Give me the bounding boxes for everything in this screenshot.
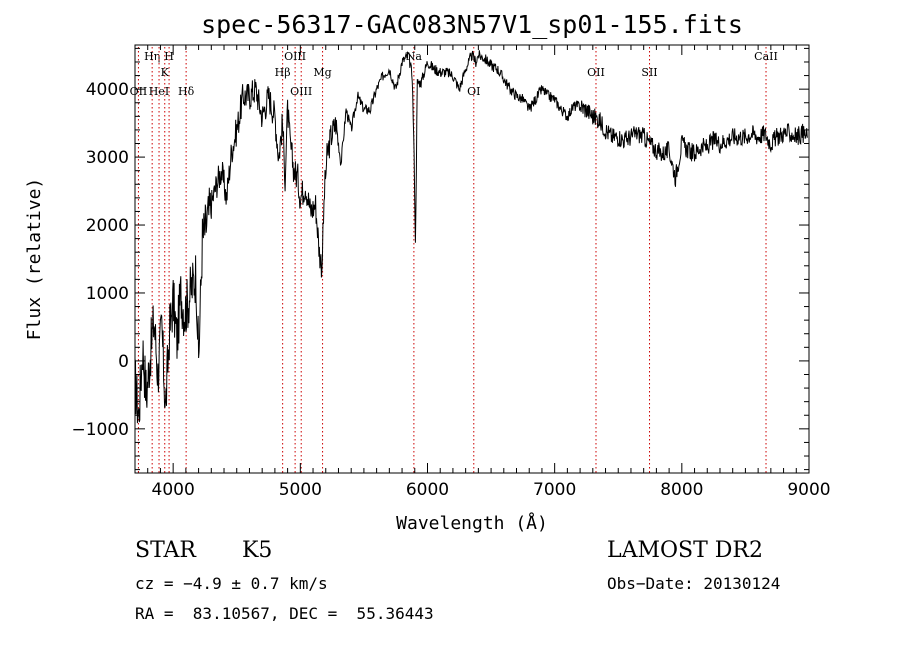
x-tick-label: 6000 [406, 480, 449, 500]
y-tick-label: 0 [118, 352, 129, 372]
x-tick-label: 7000 [533, 480, 576, 500]
line-marker-label: OII [587, 66, 605, 79]
y-tick-label: −1000 [71, 420, 129, 440]
line-marker-label: K [161, 66, 170, 79]
line-marker-label: Hβ [275, 66, 291, 79]
redshift-readout: cz = −4.9 ± 0.7 km/s [135, 574, 328, 593]
observation-date: Obs−Date: 20130124 [607, 574, 781, 593]
line-marker-label: OIII [290, 85, 312, 98]
spectrum-line [134, 50, 809, 424]
line-marker-label: Na [406, 50, 423, 63]
line-marker-label: OIII [284, 50, 306, 63]
line-marker-label: Mg [313, 66, 331, 79]
object-subclass: K5 [242, 538, 273, 563]
y-tick-label: 1000 [86, 284, 129, 304]
line-marker-label: Hη [144, 50, 160, 63]
spectrum-series [134, 50, 809, 424]
coordinates-readout: RA = 83.10567, DEC = 55.36443 [135, 604, 434, 623]
x-tick-label: 9000 [787, 480, 830, 500]
line-marker-label: OII [130, 85, 148, 98]
line-marker-label: Hδ [178, 85, 195, 98]
plot-frame [134, 44, 810, 474]
x-tick-label: 8000 [660, 480, 703, 500]
line-marker-label: OI [467, 85, 480, 98]
line-marker-label: H [164, 50, 174, 63]
y-axis-label: Flux (relative) [24, 178, 45, 341]
axis-ticks: 4000 5000 6000 7000 8000 9000 −1000 0 1000 2000 30… [71, 45, 831, 500]
y-tick-label: 2000 [86, 216, 129, 236]
object-class: STAR [135, 538, 196, 563]
x-tick-label: 4000 [152, 480, 195, 500]
line-marker-label: CaII [754, 50, 778, 63]
y-tick-label: 3000 [86, 148, 129, 168]
line-marker-label: SII [641, 66, 657, 79]
x-axis-label: Wavelength (Å) [396, 512, 548, 534]
y-tick-label: 4000 [86, 80, 129, 100]
survey-name: LAMOST DR2 [607, 538, 763, 563]
line-marker-label: HeI [149, 85, 169, 98]
chart-title: spec-56317-GAC083N57V1_sp01-155.fits [201, 10, 743, 39]
x-tick-label: 5000 [279, 480, 322, 500]
